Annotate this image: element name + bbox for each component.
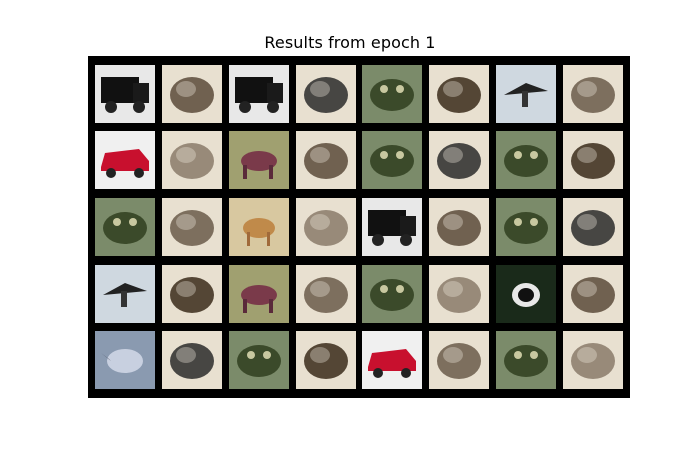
figure-title: Results from epoch 1 [264, 33, 436, 52]
reconstructed-image [563, 198, 624, 256]
original-image [496, 131, 557, 190]
original-image [228, 198, 289, 256]
original-image [94, 264, 155, 323]
reconstructed-image [161, 64, 222, 123]
reconstructed-image [295, 331, 356, 390]
original-image [362, 264, 423, 323]
reconstructed-image [295, 198, 356, 256]
reconstructed-image [429, 131, 490, 190]
image-grid [88, 56, 630, 398]
original-image [362, 198, 423, 256]
reconstructed-image [429, 198, 490, 256]
original-image [362, 131, 423, 190]
reconstructed-image [563, 264, 624, 323]
reconstructed-image [563, 331, 624, 390]
reconstructed-image [563, 64, 624, 123]
original-image [228, 64, 289, 123]
original-image [94, 198, 155, 256]
reconstructed-image [295, 264, 356, 323]
original-image [496, 64, 557, 123]
original-image [496, 264, 557, 323]
reconstructed-image [161, 198, 222, 256]
original-image [362, 331, 423, 390]
reconstructed-image [161, 331, 222, 390]
original-image [496, 331, 557, 390]
original-image [228, 264, 289, 323]
reconstructed-image [295, 131, 356, 190]
reconstructed-image [161, 264, 222, 323]
reconstructed-image [429, 264, 490, 323]
original-image [362, 64, 423, 123]
original-image [94, 331, 155, 390]
original-image [228, 331, 289, 390]
reconstructed-image [429, 331, 490, 390]
reconstructed-image [295, 64, 356, 123]
reconstructed-image [429, 64, 490, 123]
reconstructed-image [563, 131, 624, 190]
original-image [496, 198, 557, 256]
original-image [94, 64, 155, 123]
original-image [228, 131, 289, 190]
reconstructed-image [161, 131, 222, 190]
original-image [94, 131, 155, 190]
